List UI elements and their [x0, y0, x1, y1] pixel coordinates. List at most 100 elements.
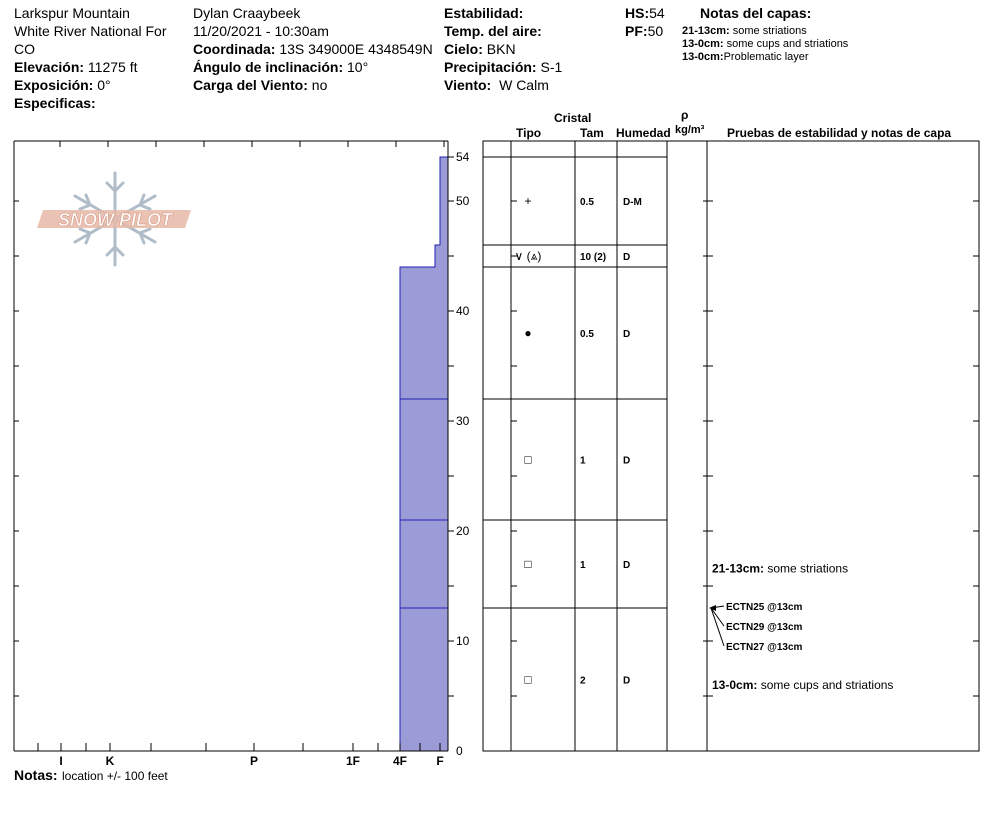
height-tick-label: 30 — [456, 414, 470, 428]
location-name: Larkspur Mountain — [14, 5, 130, 21]
wind-load-value: no — [311, 77, 328, 93]
observer-name: Dylan Craaybeek — [193, 5, 301, 21]
aspect-field: Exposición: 0° — [14, 76, 111, 94]
hardness-outline — [399, 156, 448, 751]
grain-type-symbol: □ — [524, 557, 531, 571]
hardness-tick-label: F — [436, 754, 443, 768]
grain-size-value: 0.5 — [580, 197, 594, 208]
height-tick-label: 50 — [456, 194, 470, 208]
logo-text: SNOW PILOT — [58, 210, 174, 230]
height-tick-label: 10 — [456, 634, 470, 648]
coordinate-field: Coordinada: 13S 349000E 4348549N — [193, 40, 433, 58]
slope-label: Ángulo de inclinación: — [193, 59, 344, 75]
snowflake-icon — [73, 171, 157, 267]
notes-label: Notas: — [14, 767, 58, 783]
layer-note-3: 13-0cm:Problematic layer — [682, 51, 809, 64]
hardness-tick-label: P — [250, 754, 258, 768]
layer-table-frame — [482, 140, 980, 752]
grain-type-symbol: + — [524, 194, 531, 208]
layer-note-range: 13-0cm: — [682, 38, 724, 50]
sky-field: Cielo: BKN — [444, 40, 520, 58]
grain-size-value: 2 — [580, 676, 586, 687]
elevation-label: Elevación: — [14, 59, 85, 75]
moisture-value: D — [623, 252, 630, 263]
crystal-header: Cristal — [554, 111, 592, 125]
layer-comment-text: some cups and striations — [761, 678, 894, 692]
grain-size-value: 0.5 — [580, 329, 594, 340]
elevation-value: 11275 ft — [87, 59, 138, 75]
coordinate-label: Coordinada: — [193, 41, 276, 57]
density-symbol: ρ — [681, 108, 689, 122]
notes-value: location +/- 100 feet — [62, 769, 168, 783]
aspect-value: 0° — [97, 77, 111, 93]
moisture-value: D — [623, 329, 630, 340]
layer-note-2: 13-0cm: some cups and striations — [682, 38, 848, 51]
wind-load-field: Carga del Viento: no — [193, 76, 327, 94]
specifics-label: Especificas: — [14, 95, 96, 111]
hardness-bar — [435, 245, 448, 267]
stability-test-pointer — [710, 605, 725, 609]
aspect-label: Exposición: — [14, 77, 94, 93]
layer-comment: 13-0cm: some cups and striations — [712, 678, 893, 692]
wind-value: W Calm — [499, 77, 549, 93]
pf-label: PF: — [625, 23, 648, 39]
moisture-value: D — [623, 456, 630, 467]
grain-type-symbol: ∨ (⩓) — [515, 249, 542, 263]
observation-datetime: 11/20/2021 - 10:30am — [193, 23, 329, 39]
height-tick-label: 0 — [456, 744, 463, 758]
hardness-tick-label: 1F — [346, 754, 360, 768]
sky-label: Cielo: — [444, 41, 483, 57]
moisture-value: D — [623, 676, 630, 687]
grain-size-value: 1 — [580, 560, 586, 571]
hardness-bar — [440, 157, 448, 245]
moisture-value: D-M — [623, 197, 642, 208]
location-forest: White River National For — [14, 23, 167, 39]
stability-label: Estabilidad: — [444, 5, 524, 21]
layer-note-text: some striations — [732, 25, 807, 37]
grain-size-value: 1 — [580, 456, 586, 467]
footer-notes: Notas: location +/- 100 feet — [14, 766, 168, 785]
hs-value: 54 — [649, 5, 665, 21]
layer-note-range: 13-0cm: — [682, 51, 724, 63]
height-tick-label: 20 — [456, 524, 470, 538]
hs-field: HS:54 — [625, 4, 665, 22]
slope-field: Ángulo de inclinación: 10° — [193, 58, 368, 76]
grain-size-value: 10 (2) — [580, 252, 606, 263]
sky-value: BKN — [486, 41, 516, 57]
stability-test-label: ECTN29 @13cm — [726, 622, 803, 633]
coordinate-value: 13S 349000E 4348549N — [279, 41, 433, 57]
layer-comment-range: 13-0cm: — [712, 678, 761, 692]
grain-type-symbol: □ — [524, 453, 531, 467]
stability-test-label: ECTN27 @13cm — [726, 642, 803, 653]
pf-field: PF:50 — [625, 22, 663, 40]
precip-field: Precipitación: S-1 — [444, 58, 562, 76]
snowpilot-logo: SNOW PILOT — [37, 171, 191, 267]
layer-note-text: Problematic layer — [723, 51, 809, 63]
grain-type-symbol: ● — [524, 326, 531, 340]
pf-value: 50 — [647, 23, 664, 39]
grain-type-symbol: □ — [524, 673, 531, 687]
wind-label: Viento: — [444, 77, 492, 93]
stability-test-pointer — [710, 607, 725, 627]
density-unit: kg/m³ — [675, 124, 705, 136]
moisture-header: Humedad — [616, 126, 671, 140]
moisture-value: D — [623, 560, 630, 571]
height-tick-label: 54 — [456, 150, 470, 164]
layer-note-text: some cups and striations — [726, 38, 849, 50]
hardness-tick-label: 4F — [393, 754, 407, 768]
stability-test-arrowhead — [709, 605, 716, 611]
tests-notes-header: Pruebas de estabilidad y notas de capa — [727, 126, 952, 140]
wind-load-label: Carga del Viento: — [193, 77, 308, 93]
layer-notes-title: Notas del capas: — [700, 5, 812, 21]
size-header: Tam — [580, 126, 604, 140]
layer-note-1: 21-13cm: some striations — [682, 25, 807, 38]
hs-label: HS: — [625, 5, 650, 21]
elevation-field: Elevación: 11275 ft — [14, 58, 137, 76]
precip-label: Precipitación: — [444, 59, 537, 75]
layer-note-range: 21-13cm: — [682, 25, 730, 37]
type-header: Tipo — [516, 126, 542, 140]
wind-field: Viento: W Calm — [444, 76, 549, 94]
precip-value: S-1 — [540, 59, 563, 75]
layer-comment-range: 21-13cm: — [712, 561, 767, 575]
layer-comment: 21-13cm: some striations — [712, 561, 848, 575]
